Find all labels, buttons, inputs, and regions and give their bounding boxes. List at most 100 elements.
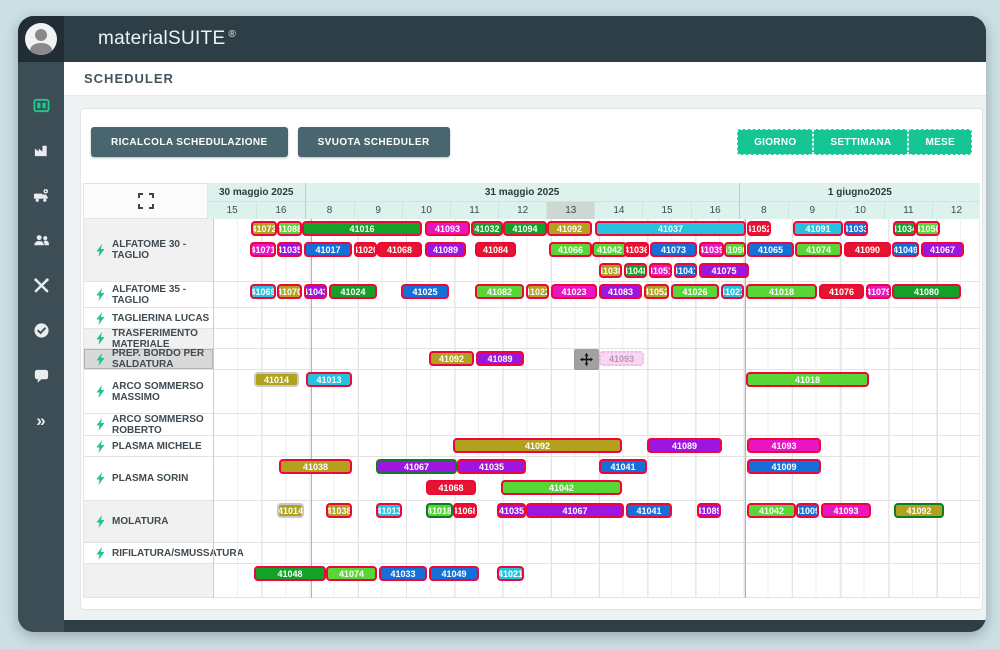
machines-icon[interactable]	[32, 186, 50, 204]
task-bar[interactable]: 41094	[503, 221, 547, 236]
task-bar[interactable]: 41022	[526, 284, 549, 299]
task-bar[interactable]: 41041	[674, 263, 697, 278]
task-bar[interactable]: 41035	[457, 459, 526, 474]
task-bar[interactable]: 41049	[892, 242, 919, 257]
task-bar[interactable]: 41018	[746, 372, 869, 387]
task-bar[interactable]: 41032	[471, 221, 503, 236]
task-bar[interactable]: 41068	[453, 503, 477, 518]
task-bar[interactable]: 41036	[624, 242, 649, 257]
task-bar[interactable]: 41066	[549, 242, 592, 257]
task-bar[interactable]: 41089	[647, 438, 722, 453]
task-bar[interactable]: 41092	[429, 351, 474, 366]
task-bar[interactable]: 41023	[551, 284, 597, 299]
task-bar[interactable]: 41024	[329, 284, 377, 299]
task-bar[interactable]: 41088	[277, 221, 302, 236]
task-bar[interactable]: 41038	[279, 459, 352, 474]
task-bar[interactable]: 41075	[699, 263, 749, 278]
drag-ghost[interactable]	[574, 349, 599, 370]
task-bar[interactable]: 41092	[894, 503, 944, 518]
task-bar[interactable]: 41049	[429, 566, 479, 581]
task-bar[interactable]: 41092	[547, 221, 592, 236]
view-week-button[interactable]: SETTIMANA	[813, 129, 909, 155]
check-circle-icon[interactable]	[32, 321, 50, 339]
task-bar[interactable]: 41043	[304, 284, 327, 299]
task-bar[interactable]: 41035	[277, 242, 302, 257]
task-bar[interactable]: 41093	[747, 438, 821, 453]
task-bar[interactable]: 41016	[302, 221, 422, 236]
clear-scheduler-button[interactable]: SVUOTA SCHEDULER	[297, 127, 450, 157]
task-bar[interactable]: 41021	[497, 566, 524, 581]
task-bar[interactable]: 41074	[326, 566, 377, 581]
task-bar[interactable]: 41014	[277, 503, 304, 518]
resource-row-label[interactable]: ALFATOME 35 - TAGLIO	[83, 282, 213, 308]
users-icon[interactable]	[32, 231, 50, 249]
task-bar[interactable]: 41070	[277, 284, 302, 299]
task-bar[interactable]: 41069	[250, 284, 276, 299]
task-bar[interactable]: 41035	[497, 503, 526, 518]
resource-row-label[interactable]: PLASMA MICHELE	[83, 436, 213, 457]
resource-row-label[interactable]: TRASFERIMENTO MATERIALE	[83, 328, 213, 350]
task-bar[interactable]: 41042	[501, 480, 622, 495]
view-month-button[interactable]: MESE	[908, 129, 972, 155]
task-bar[interactable]: 41009	[747, 459, 821, 474]
user-avatar[interactable]	[18, 16, 64, 62]
factory-icon[interactable]	[32, 141, 50, 159]
task-bar[interactable]: 41018	[746, 284, 817, 299]
task-bar[interactable]: 41096	[724, 242, 746, 257]
task-bar[interactable]: 41091	[793, 221, 843, 236]
task-bar[interactable]: 41068	[377, 242, 422, 257]
task-bar[interactable]: 41025	[401, 284, 449, 299]
task-bar[interactable]: 41013	[376, 503, 402, 518]
task-bar[interactable]: 41033	[379, 566, 427, 581]
resource-row-label[interactable]: PREP. BORDO PER SALDATURA	[83, 348, 213, 370]
task-bar[interactable]: 41065	[747, 242, 794, 257]
task-bar[interactable]: 41020	[354, 242, 377, 257]
task-bar[interactable]: 41092	[453, 438, 622, 453]
task-bar[interactable]: 41009	[796, 503, 819, 518]
task-bar[interactable]: 41048	[254, 566, 326, 581]
task-bar[interactable]: 41089	[697, 503, 721, 518]
task-bar[interactable]: 41089	[476, 351, 524, 366]
resource-row-label-empty[interactable]	[83, 564, 213, 598]
task-bar[interactable]: 41052	[747, 221, 771, 236]
task-bar[interactable]: 41067	[921, 242, 964, 257]
task-bar[interactable]: 41037	[595, 221, 746, 236]
task-bar[interactable]: 41093	[599, 351, 644, 366]
task-bar[interactable]: 41017	[304, 242, 352, 257]
task-bar[interactable]: 41041	[599, 459, 647, 474]
task-bar[interactable]: 41084	[475, 242, 516, 257]
task-bar[interactable]: 41076	[819, 284, 864, 299]
task-bar[interactable]: 41041	[626, 503, 672, 518]
resource-row-label[interactable]: RIFILATURA/SMUSSATURA	[83, 543, 244, 564]
task-bar[interactable]: 41080	[892, 284, 961, 299]
recalc-schedule-button[interactable]: RICALCOLA SCHEDULAZIONE	[91, 127, 288, 157]
task-bar[interactable]: 41074	[795, 242, 842, 257]
expand-more-icon[interactable]: »	[36, 410, 46, 430]
task-bar[interactable]: 41082	[475, 284, 524, 299]
task-bar[interactable]: 41093	[821, 503, 871, 518]
task-bar[interactable]: 41052	[644, 284, 669, 299]
resource-row-label[interactable]: ALFATOME 30 - TAGLIO	[83, 219, 213, 282]
task-bar[interactable]: 41079	[866, 284, 891, 299]
task-bar[interactable]: 41042	[592, 242, 627, 257]
task-bar[interactable]: 41014	[254, 372, 299, 387]
task-bar[interactable]: 41021	[721, 284, 744, 299]
task-bar[interactable]: 41038	[326, 503, 352, 518]
task-bar[interactable]: 41089	[425, 242, 466, 257]
task-bar[interactable]: 41068	[426, 480, 476, 495]
tools-icon[interactable]	[32, 276, 50, 294]
resource-row-label[interactable]: PLASMA SORIN	[83, 457, 213, 501]
task-bar[interactable]: 41051	[649, 263, 672, 278]
resource-row-label[interactable]: ARCO SOMMERSO ROBERTO	[83, 414, 213, 436]
task-bar[interactable]: 41067	[376, 459, 457, 474]
view-day-button[interactable]: GIORNO	[737, 129, 814, 155]
resource-row-label[interactable]: MOLATURA	[83, 501, 213, 543]
task-bar[interactable]: 41073	[650, 242, 697, 257]
task-bar[interactable]: 41039	[699, 242, 724, 257]
task-bar[interactable]: 41018	[426, 503, 453, 518]
task-bar[interactable]: 41048	[624, 263, 647, 278]
task-bar[interactable]: 41026	[671, 284, 719, 299]
task-bar[interactable]: 41038	[599, 263, 622, 278]
task-bar[interactable]: 41033	[844, 221, 868, 236]
resource-row-label[interactable]: TAGLIERINA LUCAS	[83, 308, 213, 329]
